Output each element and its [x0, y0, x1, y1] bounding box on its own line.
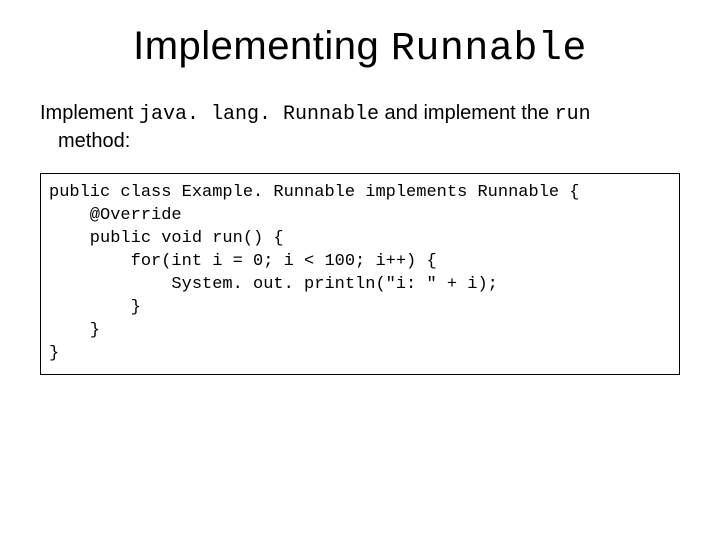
code-line: } — [49, 297, 673, 320]
code-line: System. out. println("i: " + i); — [49, 274, 673, 297]
code-line: @Override — [49, 205, 673, 228]
code-line: for(int i = 0; i < 100; i++) { — [49, 251, 673, 274]
code-block: public class Example. Runnable implement… — [40, 173, 680, 375]
code-line: public void run() { — [49, 228, 673, 251]
title-mono: Runnable — [391, 27, 587, 72]
title-prefix: Implementing — [133, 24, 391, 68]
slide-subtitle: Implement java. lang. Runnable and imple… — [40, 100, 680, 155]
code-line: public class Example. Runnable implement… — [49, 182, 673, 205]
subtitle-mono-2: run — [555, 103, 591, 126]
subtitle-mono-1: java. lang. Runnable — [139, 103, 379, 126]
slide-title: Implementing Runnable — [40, 24, 680, 72]
code-line: } — [49, 320, 673, 343]
code-line: } — [49, 343, 673, 366]
subtitle-text-3: method: — [58, 128, 130, 155]
slide: Implementing Runnable Implement java. la… — [0, 0, 720, 540]
subtitle-text-2: and implement the — [379, 102, 555, 124]
subtitle-text-1: Implement — [40, 102, 139, 124]
